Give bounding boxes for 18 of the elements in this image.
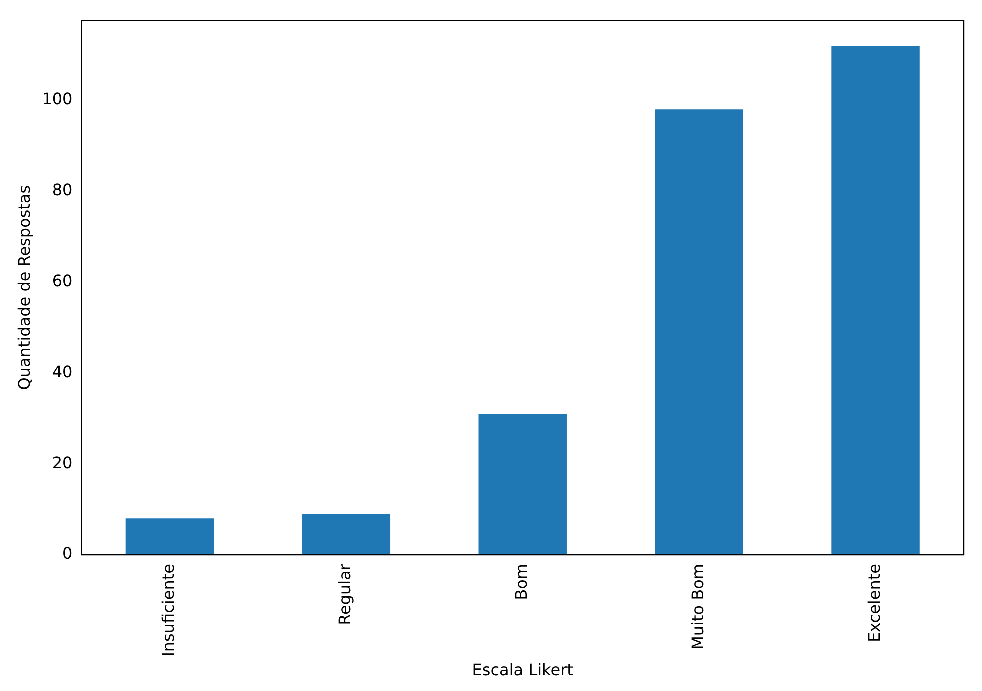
bar (126, 518, 214, 556)
x-tick-label: Excelente (864, 564, 884, 643)
bar (478, 414, 567, 556)
x-tick-label: Regular (336, 564, 355, 626)
y-tick-label: 100 (42, 90, 73, 109)
x-axis-title: Escala Likert (472, 660, 574, 680)
x-tick-label: Insuficiente (159, 564, 178, 657)
bar (655, 110, 744, 556)
y-axis-title: Quantidade de Respostas (14, 185, 34, 390)
bar (832, 46, 920, 556)
y-tick-label: 20 (52, 453, 73, 472)
y-tick-label: 0 (62, 544, 73, 564)
x-tick-label: Muito Bom (688, 564, 708, 650)
y-tick-label: 80 (52, 180, 73, 200)
x-tick-label: Bom (512, 564, 532, 600)
y-tick-label: 60 (52, 272, 73, 291)
y-tick-label: 40 (52, 362, 73, 382)
bar (302, 514, 391, 556)
